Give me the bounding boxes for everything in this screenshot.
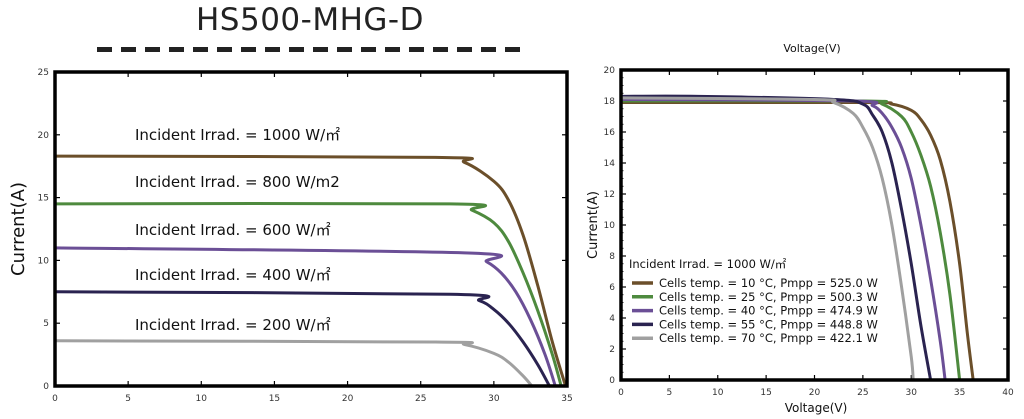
y-tick-label: 10: [38, 256, 50, 266]
y-tick-label: 10: [604, 221, 616, 231]
plot-frame: [53, 70, 569, 388]
series-line: [53, 246, 557, 388]
series-line: [53, 339, 534, 388]
y-tick-label: 8: [609, 252, 615, 262]
y-tick-label: 25: [38, 68, 49, 78]
series-line: [619, 96, 915, 382]
chart-title: Voltage(V): [783, 42, 840, 55]
y-tick-label: 2: [609, 345, 615, 355]
x-tick-label: 15: [269, 394, 280, 404]
x-tick-label: 40: [1002, 388, 1014, 398]
series-line: [53, 201, 563, 388]
legend-title: Incident Irrad. = 1000 W/㎡: [629, 257, 787, 271]
legend: Incident Irrad. = 1000 W/㎡ Cells temp. = …: [629, 257, 878, 345]
x-tick-label: 25: [415, 394, 426, 404]
legend-entry: Cells temp. = 25 °C, Pmpp = 500.3 W: [659, 290, 878, 304]
y-axis-label: Current(A): [8, 182, 29, 276]
y-tick-label: 20: [38, 131, 50, 141]
y-tick-label: 0: [609, 376, 615, 386]
x-tick-label: 15: [760, 388, 771, 398]
y-axis-label: Current(A): [586, 191, 601, 259]
x-tick-label: 35: [954, 388, 965, 398]
x-tick-label: 0: [618, 388, 624, 398]
legend-entry: Cells temp. = 10 °C, Pmpp = 525.0 W: [659, 276, 878, 290]
y-tick-label: 0: [43, 382, 49, 392]
title-dashed-rule: [97, 47, 527, 52]
x-tick-label: 20: [809, 388, 821, 398]
series-line: [53, 154, 568, 388]
x-tick-label: 5: [125, 394, 131, 404]
x-tick-label: 10: [196, 394, 208, 404]
x-tick-label: 35: [561, 394, 572, 404]
x-axis-label: Voltage(V): [785, 401, 848, 415]
series-annotation: Incident Irrad. = 800 W/m2: [135, 173, 340, 191]
y-tick-label: 4: [609, 314, 615, 324]
plot-frame: [619, 68, 1010, 382]
x-tick-label: 5: [667, 388, 673, 398]
main-title: HS500-MHG-D: [196, 2, 424, 38]
chart-0: 0 5 10 15 20 25 30 35 0 5 10 15 20 25 Current(A) Incide…: [8, 68, 573, 404]
y-tick-label: 5: [43, 319, 49, 329]
y-tick-label: 12: [604, 190, 615, 200]
x-tick-label: 25: [857, 388, 868, 398]
x-tick-label: 10: [712, 388, 724, 398]
series-annotation: Incident Irrad. = 200 W/㎡: [135, 316, 331, 334]
legend-entry: Cells temp. = 40 °C, Pmpp = 474.9 W: [659, 304, 878, 318]
y-tick-label: 14: [604, 159, 616, 169]
y-tick-label: 18: [604, 97, 616, 107]
x-tick-label: 30: [488, 394, 500, 404]
y-tick-label: 6: [609, 283, 615, 293]
y-tick-label: 20: [604, 66, 616, 76]
x-tick-label: 0: [52, 394, 58, 404]
series-annotation: Incident Irrad. = 400 W/㎡: [135, 266, 331, 284]
chart-1: 0 5 10 15 20 25 30 35 40 0 2 4 6 8 10 12 14 16 18 20 Current…: [586, 42, 1014, 415]
x-tick-label: 20: [342, 394, 354, 404]
legend-entry: Cells temp. = 55 °C, Pmpp = 448.8 W: [659, 317, 878, 331]
y-tick-label: 16: [604, 128, 616, 138]
series-annotation: Incident Irrad. = 1000 W/㎡: [135, 126, 340, 144]
series-annotation: Incident Irrad. = 600 W/㎡: [135, 221, 331, 239]
y-tick-label: 15: [38, 194, 49, 204]
x-tick-label: 30: [906, 388, 918, 398]
series-line: [53, 290, 551, 388]
legend-entry: Cells temp. = 70 °C, Pmpp = 422.1 W: [659, 331, 878, 345]
